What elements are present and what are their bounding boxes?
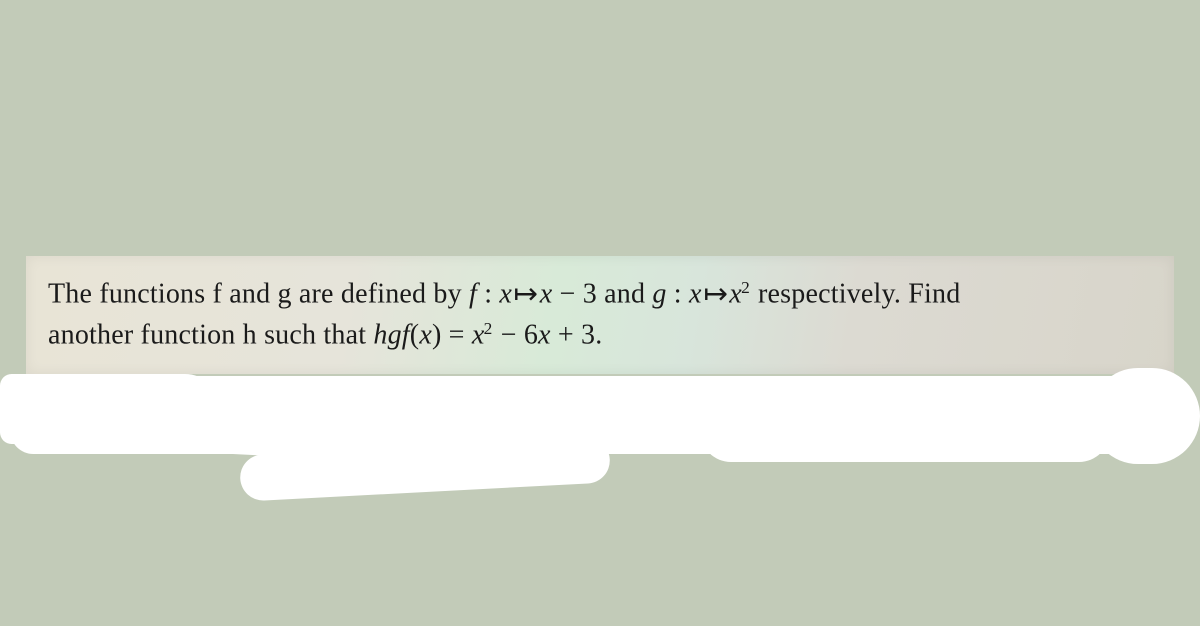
arg-x: x: [419, 319, 432, 350]
rhs-x-sq: x: [472, 319, 485, 350]
function-g: g: [652, 278, 666, 309]
function-f: f: [469, 278, 477, 309]
hgf-label: hgf: [373, 319, 409, 350]
mapsto-arrow-1: ↦: [511, 275, 540, 316]
text-intro: The functions f and g are defined by: [48, 278, 469, 309]
equals: =: [441, 319, 471, 350]
text-and: and: [597, 278, 652, 309]
math-problem-panel: The functions f and g are defined by f :…: [26, 256, 1174, 374]
rhs-x-lin: x: [538, 319, 551, 350]
colon-2: :: [667, 278, 689, 309]
text-line2-prefix: another function h such that: [48, 319, 373, 350]
open-paren: (: [410, 319, 420, 350]
rhs-minus-6: − 6: [493, 319, 538, 350]
problem-text: The functions f and g are defined by f :…: [48, 274, 1152, 356]
rhs-plus-3: + 3.: [551, 319, 603, 350]
var-x-2: x: [689, 278, 702, 309]
mapsto-arrow-2: ↦: [701, 275, 730, 316]
f-rhs-tail: − 3: [552, 278, 597, 309]
f-rhs-x: x: [540, 278, 553, 309]
text-respectively: respectively. Find: [751, 278, 961, 309]
var-x-1: x: [499, 278, 512, 309]
rhs-exponent: 2: [484, 319, 493, 338]
whiteout-mark: [700, 400, 1110, 462]
whiteout-mark: [1090, 368, 1200, 464]
g-rhs-exponent: 2: [741, 278, 750, 297]
colon-1: :: [477, 278, 499, 309]
